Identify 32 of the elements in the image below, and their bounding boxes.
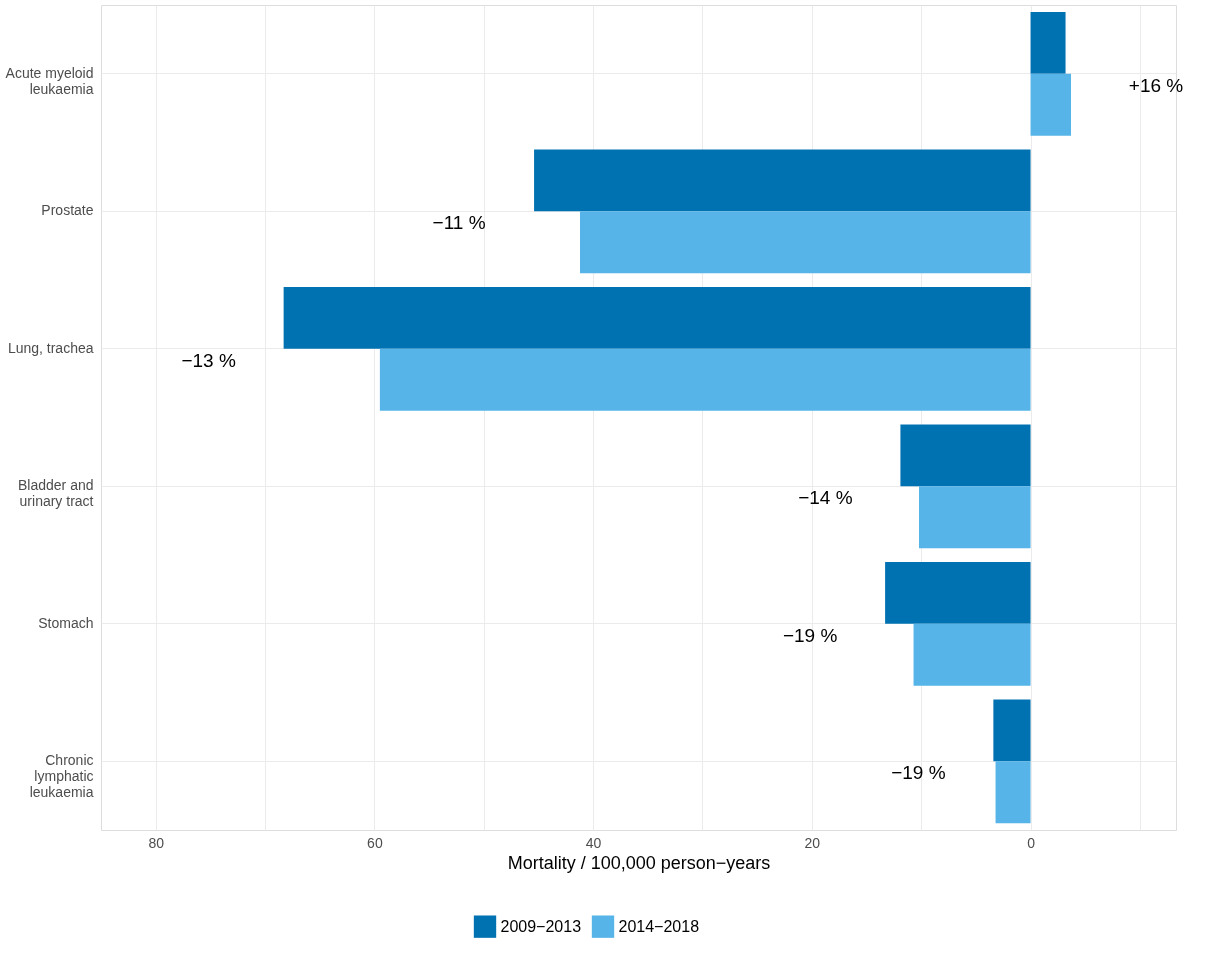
annotation: −14 % [798, 487, 853, 509]
y-tick-label: Chronic lymphatic leukaemia [29, 752, 94, 801]
bar [1030, 73, 1072, 136]
x-tick-label: 20 [804, 834, 821, 851]
x-tick-label: 60 [367, 834, 383, 851]
annotation: −13 % [181, 349, 236, 371]
y-tick-label: Bladder and urinary tract [17, 477, 94, 510]
annotation: +16 % [1128, 74, 1184, 96]
bar [913, 623, 1031, 686]
annotation: −19 % [891, 762, 946, 784]
x-tick-label: 0 [1027, 834, 1036, 851]
y-tick-label: Acute myeloid leukaemia [5, 64, 94, 97]
bar [534, 149, 1031, 212]
bar [900, 424, 1031, 487]
legend-label: 2014−2018 [618, 917, 700, 935]
x-tick-label: 80 [148, 834, 165, 851]
bar [379, 348, 1031, 411]
bar [283, 286, 1031, 349]
bar [993, 699, 1031, 762]
legend-label: 2009−2013 [500, 917, 582, 935]
bar [919, 486, 1031, 549]
y-tick-label: Prostate [41, 202, 94, 219]
bar [995, 761, 1031, 824]
x-axis-title: Mortality / 100,000 person−years [507, 852, 771, 873]
y-tick-label: Stomach [38, 614, 94, 631]
x-tick-label: 40 [585, 834, 602, 851]
bar [1030, 11, 1066, 74]
annotation: −19 % [782, 624, 838, 646]
annotation: −11 % [432, 212, 486, 234]
bar [885, 561, 1031, 624]
bar [579, 211, 1031, 274]
y-tick-label: Lung, trachea [7, 339, 94, 356]
